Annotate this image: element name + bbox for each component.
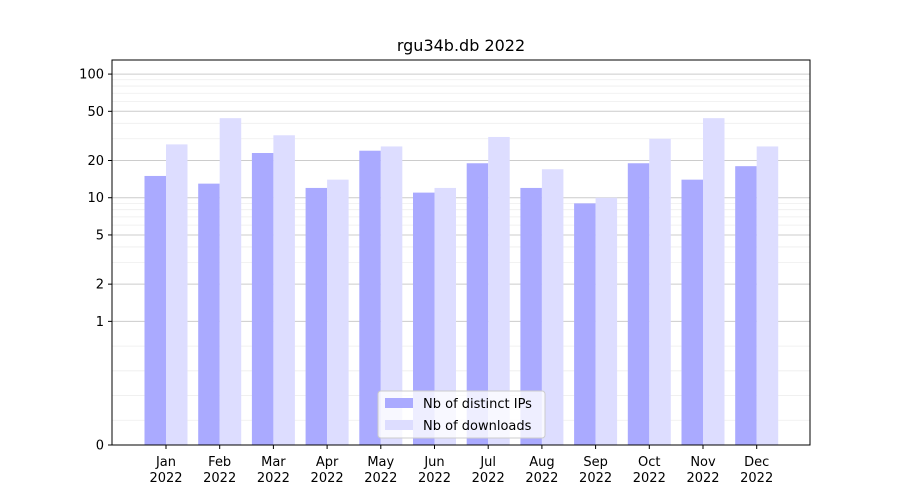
y-tick-label: 1 (96, 315, 104, 330)
y-tick-label: 50 (87, 105, 104, 120)
x-tick-label-month: Jun (423, 455, 444, 470)
legend-swatch-distinct-ips (385, 398, 413, 408)
chart-title: rgu34b.db 2022 (397, 36, 525, 55)
legend: Nb of distinct IPs Nb of downloads (377, 390, 546, 439)
x-tick-label-year: 2022 (149, 471, 182, 486)
x-tick-label-year: 2022 (472, 471, 505, 486)
x-tick-label-month: Jul (479, 455, 496, 470)
x-tick-label-year: 2022 (686, 471, 719, 486)
x-tick-label-year: 2022 (311, 471, 344, 486)
x-tick-label-year: 2022 (203, 471, 236, 486)
bar-downloads-jan (166, 144, 188, 445)
x-tick-label-year: 2022 (525, 471, 558, 486)
x-tick-label-month: Nov (690, 455, 716, 470)
bar-distinct-ips-mar (251, 153, 274, 445)
legend-swatch-downloads (385, 420, 413, 430)
bars (144, 118, 779, 446)
x-tick-label-month: Oct (638, 455, 660, 470)
bar-distinct-ips-jan (144, 175, 166, 445)
bar-distinct-ips-may (359, 150, 381, 445)
y-axis: 0 1 2 5 10 20 50 100 (79, 68, 112, 454)
bar-distinct-ips-nov (681, 179, 703, 446)
bar-downloads-mar (273, 135, 295, 445)
bar-downloads-apr (327, 179, 349, 446)
legend-label-downloads: Nb of downloads (423, 419, 532, 434)
bar-downloads-jul (488, 136, 510, 445)
bar-distinct-ips-apr (305, 187, 328, 445)
x-tick-label-year: 2022 (633, 471, 666, 486)
x-tick-label-year: 2022 (418, 471, 451, 486)
plot-area (111, 59, 811, 446)
x-tick-label-month: Aug (529, 455, 554, 470)
bar-downloads-jun (434, 187, 456, 445)
bar-downloads-aug (541, 169, 564, 445)
y-tick-label: 2 (96, 278, 104, 293)
x-tick-label-month: Mar (261, 455, 286, 470)
y-tick-label: 10 (87, 191, 104, 206)
bar-distinct-ips-feb (198, 183, 220, 445)
x-tick-label-month: Dec (744, 455, 769, 470)
y-tick-label: 5 (96, 228, 104, 243)
x-axis: Jan2022Feb2022Mar2022Apr2022May2022Jun20… (149, 445, 773, 486)
bar-downloads-nov (703, 118, 725, 446)
bar-downloads-sep (595, 197, 618, 445)
y-tick-label: 20 (87, 154, 104, 169)
bar-distinct-ips-jun (413, 192, 435, 445)
bar-distinct-ips-dec (735, 166, 757, 445)
bar-downloads-may (380, 146, 403, 445)
bar-downloads-oct (649, 138, 671, 446)
x-tick-label-year: 2022 (364, 471, 397, 486)
legend-frame (377, 390, 546, 439)
bar-downloads-feb (219, 118, 242, 446)
bar-distinct-ips-oct (627, 163, 650, 445)
legend-label-distinct-ips: Nb of distinct IPs (423, 397, 532, 412)
x-tick-label-month: Jan (155, 455, 176, 470)
x-tick-label-year: 2022 (257, 471, 290, 486)
bar-distinct-ips-jul (466, 163, 489, 445)
bar-distinct-ips-sep (574, 203, 596, 445)
x-tick-label-month: May (367, 455, 394, 470)
x-tick-label-month: Feb (208, 455, 231, 470)
y-tick-label: 100 (79, 68, 104, 83)
y-tick-label: 0 (96, 439, 104, 454)
bar-downloads-dec (756, 146, 779, 445)
x-tick-label-month: Apr (316, 455, 339, 470)
bar-distinct-ips-aug (520, 187, 542, 445)
x-tick-label-year: 2022 (579, 471, 612, 486)
x-tick-label-month: Sep (583, 455, 608, 470)
x-tick-label-year: 2022 (740, 471, 773, 486)
